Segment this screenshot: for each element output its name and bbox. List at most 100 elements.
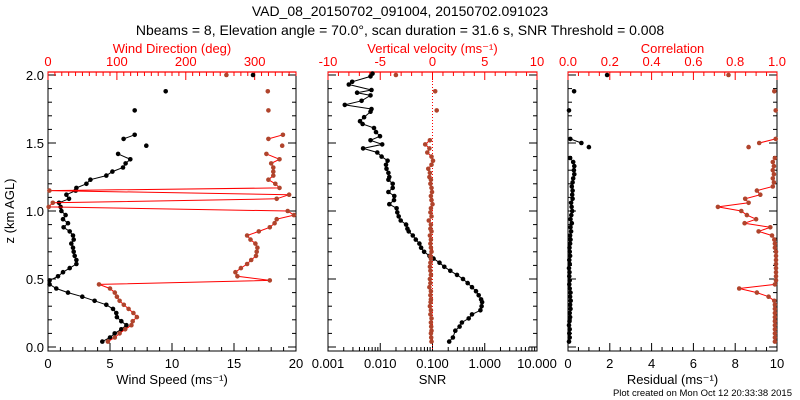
wind-direction-point — [112, 335, 118, 340]
vertical-velocity-point — [393, 72, 399, 78]
series-residual — [566, 72, 610, 344]
snr-point — [448, 268, 453, 274]
correlation-point — [773, 249, 779, 255]
snr-line — [344, 73, 483, 342]
x-axis-label: Wind Speed (ms⁻¹) — [116, 372, 228, 387]
residual-point — [567, 335, 572, 340]
vertical-velocity-point — [428, 241, 433, 246]
wind-direction-point — [273, 181, 278, 187]
snr-point — [369, 87, 374, 93]
top-x-tick-label: 0 — [44, 54, 51, 69]
wind-direction-point — [280, 132, 286, 138]
correlation-point — [772, 335, 778, 340]
snr-point — [457, 324, 462, 329]
wind-direction-point — [238, 265, 244, 271]
top-x-tick-label: 0.2 — [601, 54, 619, 69]
correlation-point — [770, 167, 776, 173]
wind-direction-point — [271, 165, 276, 170]
x-tick-label: 0.100 — [416, 356, 449, 371]
top-x-tick-label: 300 — [244, 54, 266, 69]
residual-point — [567, 274, 572, 279]
snr-point — [369, 106, 374, 112]
correlation-point — [772, 245, 778, 250]
top-x-tick-label: 10 — [530, 54, 544, 69]
wind-direction-point — [265, 89, 271, 94]
residual-point — [567, 155, 573, 161]
wind-direction-point — [224, 72, 229, 78]
x-tick-label: 4 — [648, 356, 655, 371]
vertical-velocity-point — [427, 170, 433, 176]
residual-point — [567, 257, 572, 263]
correlation-point — [772, 331, 778, 336]
snr-point — [453, 328, 458, 334]
residual-point — [568, 237, 573, 242]
vertical-velocity-point — [429, 316, 434, 321]
vertical-velocity-point — [422, 142, 428, 147]
wind-speed-point — [54, 286, 59, 291]
series-vertical-velocity — [393, 72, 440, 344]
wind-direction-point — [286, 192, 292, 197]
panel-3 — [566, 71, 779, 352]
plot-footer: Plot created on Mon Oct 12 20:33:38 2015 — [612, 388, 792, 399]
residual-point — [568, 225, 573, 230]
wind-direction-point — [131, 310, 136, 316]
correlation-point — [771, 172, 777, 177]
wind-speed-point — [72, 253, 77, 259]
wind-direction-point — [271, 169, 276, 174]
snr-point — [473, 288, 479, 294]
wind-direction-point — [266, 136, 271, 142]
wind-direction-point — [267, 225, 273, 230]
vertical-velocity-point — [426, 218, 432, 223]
wind-direction-point — [277, 157, 282, 162]
snr-point — [392, 193, 397, 199]
wind-speed-point — [60, 216, 66, 222]
residual-point — [567, 249, 572, 255]
wind-speed-point — [132, 108, 137, 113]
y-tick-label: 1.0 — [26, 204, 44, 219]
residual-point — [567, 233, 573, 238]
wind-speed-point — [66, 196, 72, 202]
vertical-velocity-point — [429, 249, 434, 255]
wind-speed-point — [104, 302, 109, 308]
correlation-point — [773, 136, 778, 142]
wind-speed-point — [65, 220, 71, 226]
vertical-velocity-point — [428, 308, 434, 313]
wind-direction-point — [266, 177, 271, 182]
wind-direction-point — [268, 161, 274, 166]
residual-point — [570, 196, 575, 202]
correlation-point — [746, 144, 751, 150]
correlation-point — [742, 196, 748, 202]
top-x-tick-label: 5 — [481, 54, 488, 69]
top-x-tick-label: 200 — [175, 54, 197, 69]
wind-speed-point — [92, 298, 97, 304]
wind-speed-point — [69, 241, 74, 246]
residual-point — [569, 212, 574, 218]
y-axis-label: z (km AGL) — [2, 178, 17, 243]
wind-direction-point — [235, 274, 240, 279]
vertical-velocity-point — [429, 162, 434, 168]
figure-subtitle: Nbeams = 8, Elevation angle = 70.0°, sca… — [135, 22, 665, 38]
snr-point — [469, 312, 475, 317]
residual-point — [566, 265, 572, 271]
correlation-point — [772, 302, 778, 308]
correlation-point — [746, 200, 751, 206]
top-x-tick-label: 0 — [429, 54, 436, 69]
wind-speed-point — [60, 269, 66, 275]
wind-direction-point — [248, 237, 253, 242]
series-snr — [342, 71, 485, 344]
wind-direction-point — [264, 151, 269, 157]
wind-speed-point — [100, 339, 105, 344]
x-axis-label: SNR — [419, 372, 446, 387]
wind-speed-point — [107, 335, 113, 340]
correlation-point — [773, 108, 778, 113]
x-tick-label: 0 — [564, 356, 571, 371]
wind-direction-point — [255, 245, 260, 250]
snr-point — [379, 142, 385, 147]
snr-point — [395, 210, 400, 215]
vertical-velocity-point — [427, 284, 432, 290]
x-tick-label: 8 — [732, 356, 739, 371]
vertical-velocity-point — [430, 201, 435, 207]
wind-direction-point — [233, 269, 238, 275]
residual-point — [567, 261, 572, 267]
